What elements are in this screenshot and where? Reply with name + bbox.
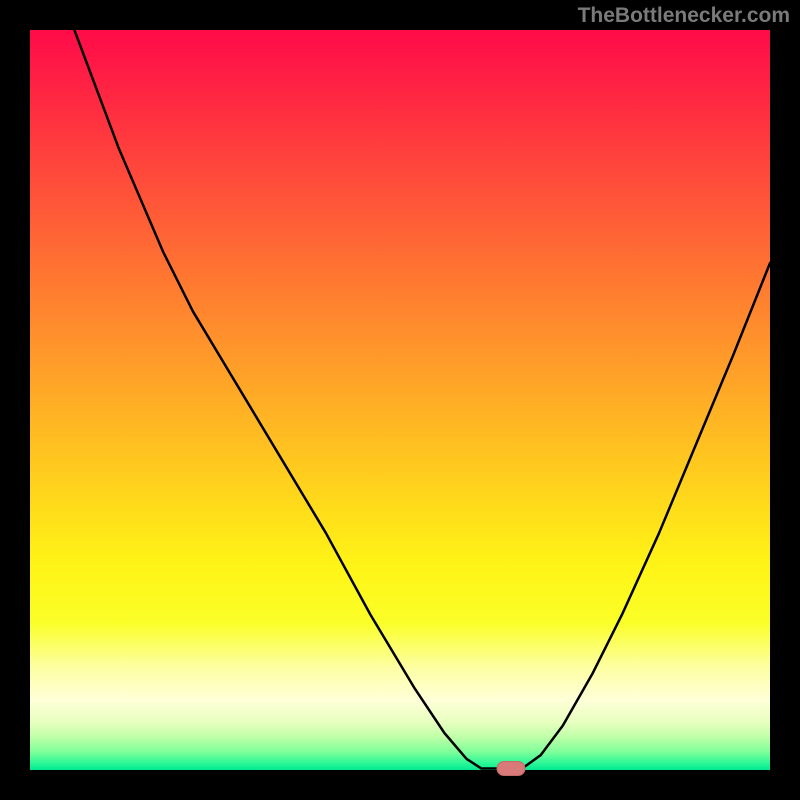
optimal-marker (497, 762, 525, 776)
bottleneck-chart: TheBottlenecker.com (0, 0, 800, 800)
watermark-text: TheBottlenecker.com (578, 4, 790, 28)
plot-background (30, 30, 770, 770)
chart-svg (0, 0, 800, 800)
